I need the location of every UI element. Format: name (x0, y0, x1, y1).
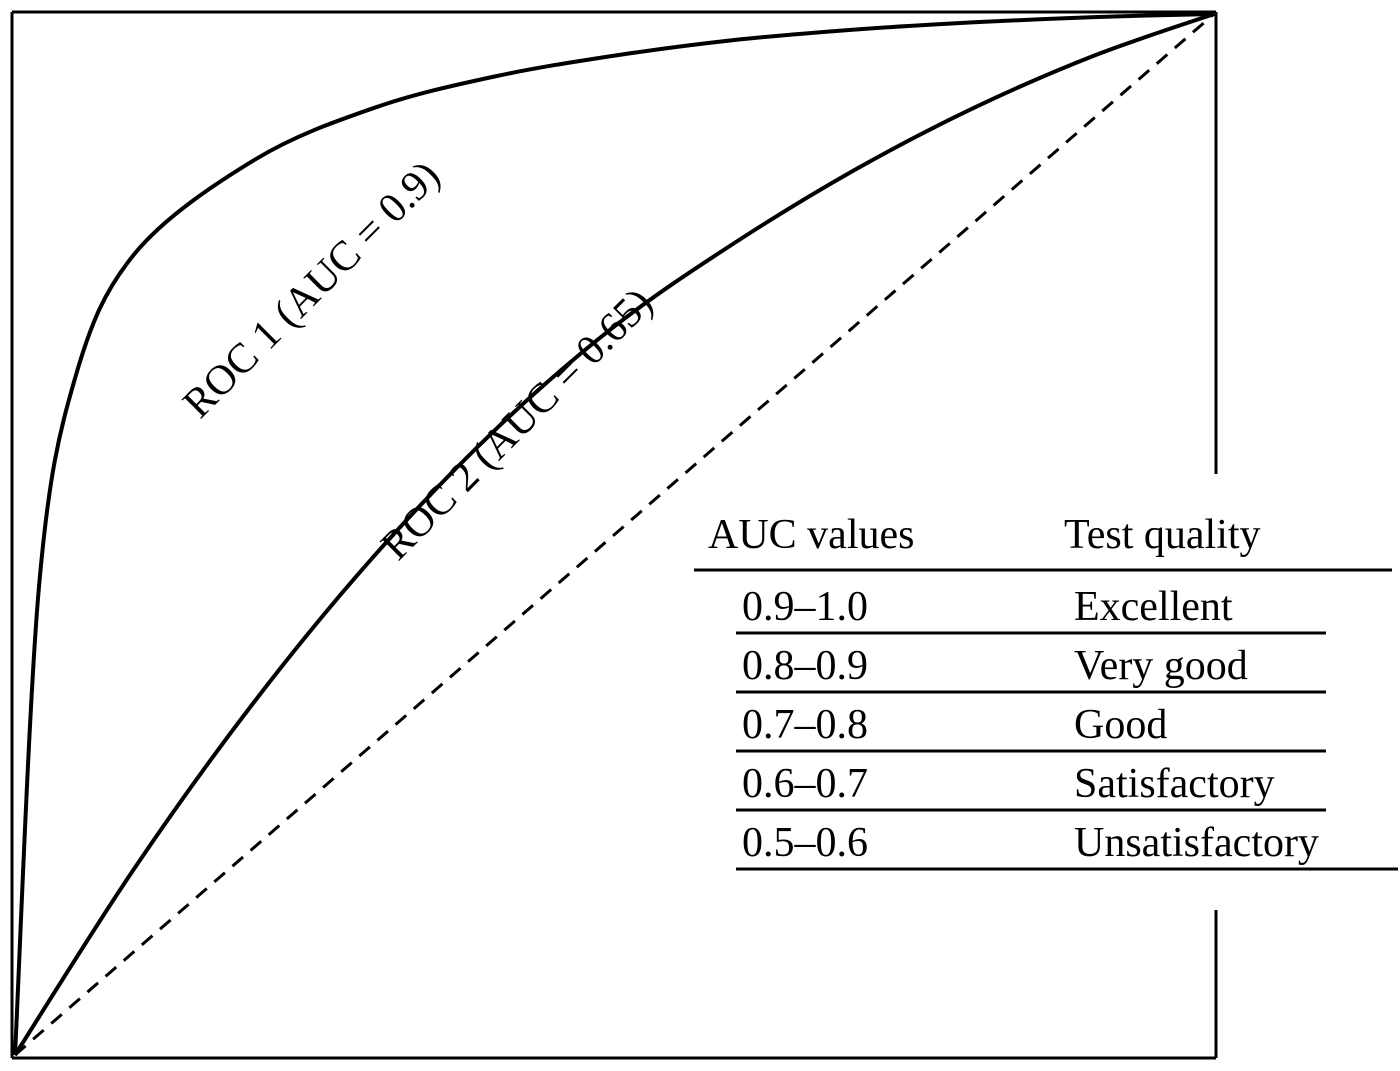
header-test-quality: Test quality (1064, 512, 1261, 558)
series-layer (13, 12, 1215, 1057)
auc-range-cell: 0.5–0.6 (742, 820, 868, 866)
header-auc-values: AUC values (708, 512, 914, 558)
test-quality-cell: Excellent (1074, 584, 1233, 630)
auc-range-cell: 0.9–1.0 (742, 584, 868, 630)
roc1-label: ROC 1 (AUC = 0.9) (175, 153, 450, 428)
roc2-label: ROC 2 (AUC = 0.65) (373, 280, 662, 569)
roc-curve-2 (13, 12, 1215, 1057)
test-quality-cell: Satisfactory (1074, 761, 1275, 807)
table-rows: 0.9–1.0 Excellent 0.8–0.9 Very good 0.7–0.8 G… (736, 584, 1398, 871)
test-quality-cell: Very good (1074, 643, 1248, 689)
auc-range-cell: 0.8–0.9 (742, 643, 868, 689)
chance-diagonal-line (14, 12, 1215, 1057)
test-quality-cell: Good (1074, 702, 1167, 748)
plot-frame (10, 10, 1218, 1060)
auc-range-cell: 0.7–0.8 (742, 702, 868, 748)
auc-range-cell: 0.6–0.7 (742, 761, 868, 807)
test-quality-cell: Unsatisfactory (1074, 820, 1319, 866)
roc-curve-1 (13, 12, 1215, 1056)
auc-quality-table: AUC values Test quality 0.9–1.0 Excellent… (694, 476, 1398, 908)
